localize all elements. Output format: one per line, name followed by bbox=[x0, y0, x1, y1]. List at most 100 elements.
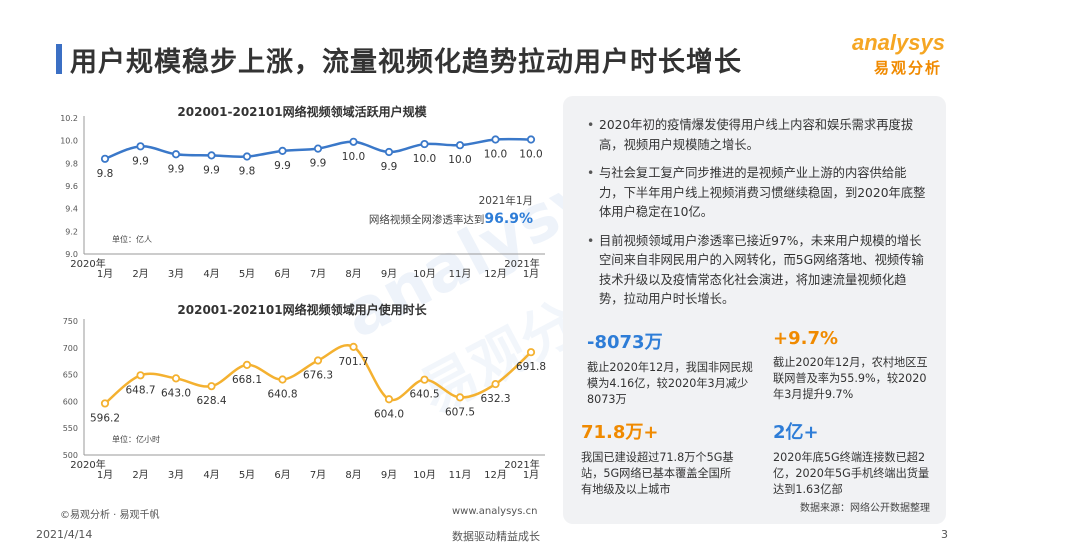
x-tick-label: 3月 bbox=[168, 268, 184, 280]
unit-label: 单位：亿人 bbox=[112, 234, 152, 244]
annotation-text: 网络视频全网渗透率达到96.9% bbox=[369, 211, 533, 227]
y-tick-label: 9.8 bbox=[65, 159, 78, 168]
x-year-end-label: 2021年 bbox=[504, 458, 539, 471]
data-label: 9.8 bbox=[97, 168, 114, 180]
data-label: 648.7 bbox=[125, 384, 155, 396]
data-point bbox=[171, 374, 181, 383]
x-tick-label: 2月 bbox=[132, 469, 148, 481]
annotation-prefix: 网络视频全网渗透率达到 bbox=[369, 213, 485, 226]
insight-item: 与社会复工复产同步推进的是视频产业上游的内容供给能力，下半年用户线上视频消费习惯… bbox=[587, 164, 927, 223]
x-tick-label: 11月 bbox=[449, 469, 472, 481]
footer-slogan: 数据驱动精益成长 bbox=[452, 530, 540, 543]
data-point bbox=[207, 382, 216, 391]
x-tick-label: 4月 bbox=[203, 469, 219, 481]
data-label: 9.8 bbox=[239, 166, 256, 178]
data-label: 668.1 bbox=[232, 374, 262, 386]
logo-wordmark: analysys bbox=[852, 30, 945, 55]
x-tick-label: 9月 bbox=[381, 469, 397, 481]
insights-panel: 2020年初的疫情爆发使得用户线上内容和娱乐需求再度拔高，视频用户规模随之增长。… bbox=[563, 96, 946, 524]
data-label: 9.9 bbox=[310, 158, 327, 170]
data-point bbox=[491, 379, 500, 389]
x-tick-label: 10月 bbox=[413, 469, 436, 481]
data-label: 604.0 bbox=[374, 408, 404, 420]
x-year-start-label: 2020年 bbox=[70, 257, 105, 270]
stat-5g-terminals: 2亿+ 2020年底5G终端连接数已超2亿，2020年5G手机终端出货量达到1.… bbox=[773, 418, 933, 498]
stat-value: +9.7% bbox=[773, 328, 839, 349]
insight-item: 2020年初的疫情爆发使得用户线上内容和娱乐需求再度拔高，视频用户规模随之增长。 bbox=[587, 116, 927, 155]
data-point bbox=[171, 150, 181, 159]
chart-title: 202001-202101网络视频领域活跃用户规模 bbox=[177, 104, 427, 119]
data-point bbox=[455, 141, 465, 150]
data-point bbox=[313, 356, 323, 365]
x-tick-label: 12月 bbox=[484, 469, 507, 481]
x-tick-label: 1月 bbox=[523, 469, 539, 481]
page-number: 3 bbox=[941, 528, 948, 541]
x-tick-label: 11月 bbox=[449, 268, 472, 280]
x-tick-label: 5月 bbox=[239, 268, 255, 280]
stat-rural-penetration: +9.7% 截止2020年12月，农村地区互联网普及率为55.9%，较2020年… bbox=[773, 328, 933, 403]
x-tick-label: 3月 bbox=[168, 469, 184, 481]
stat-value: 71.8万+ bbox=[581, 422, 659, 443]
x-tick-label: 8月 bbox=[345, 268, 361, 280]
data-point bbox=[349, 137, 358, 146]
logo-chinese-name: 易观分析 bbox=[874, 59, 943, 77]
data-point bbox=[242, 152, 252, 161]
data-label: 10.0 bbox=[519, 149, 542, 161]
x-tick-label: 7月 bbox=[310, 268, 326, 280]
analysys-logo: analysys 易观分析 bbox=[852, 30, 962, 80]
data-point bbox=[455, 393, 465, 402]
annotation-value: 96.9% bbox=[484, 211, 533, 227]
x-tick-label: 1月 bbox=[97, 268, 113, 280]
stat-value: -8073万 bbox=[587, 332, 663, 353]
y-tick-label: 9.2 bbox=[65, 227, 78, 236]
data-label: 9.9 bbox=[274, 160, 291, 172]
data-point bbox=[278, 146, 287, 155]
stat-desc: 截止2020年12月，农村地区互联网普及率为55.9%，较2020年3月提升9.… bbox=[773, 356, 928, 401]
data-point bbox=[207, 151, 216, 160]
chart-title: 202001-202101网络视频领域用户使用时长 bbox=[177, 302, 427, 317]
footer-url[interactable]: www.analysys.cn bbox=[452, 506, 538, 517]
insight-item: 目前视频领域用户渗透率已接近97%，未来用户规模的增长空间来自非网民用户的入网转… bbox=[587, 232, 927, 310]
x-tick-label: 4月 bbox=[203, 268, 219, 280]
data-label: 640.5 bbox=[409, 389, 439, 401]
x-tick-label: 1月 bbox=[97, 469, 113, 481]
x-tick-label: 1月 bbox=[523, 268, 539, 280]
data-label: 10.0 bbox=[413, 153, 436, 165]
data-point bbox=[100, 399, 110, 408]
data-point bbox=[136, 371, 145, 380]
data-label: 628.4 bbox=[196, 395, 226, 407]
y-tick-label: 10.0 bbox=[60, 137, 78, 146]
x-tick-label: 6月 bbox=[274, 268, 290, 280]
x-year-start-label: 2020年 bbox=[70, 458, 105, 471]
unit-label: 单位：亿小时 bbox=[112, 434, 160, 444]
data-point bbox=[136, 142, 145, 151]
data-label: 596.2 bbox=[90, 412, 120, 424]
data-point bbox=[100, 154, 110, 163]
y-tick-label: 9.4 bbox=[65, 205, 78, 214]
data-label: 10.0 bbox=[342, 151, 365, 163]
y-tick-label: 9.6 bbox=[65, 182, 78, 191]
data-source: 数据来源：网络公开数据整理 bbox=[800, 503, 930, 514]
data-label: 676.3 bbox=[303, 370, 333, 382]
charts-area: 202001-202101网络视频领域活跃用户规模 9.0 9.2 9.4 9.6 9.8… bbox=[60, 104, 546, 481]
y-tick-label: 600 bbox=[63, 397, 78, 406]
data-label: 691.8 bbox=[516, 361, 546, 373]
title-accent-bar bbox=[56, 44, 62, 74]
data-label: 9.9 bbox=[203, 164, 220, 176]
data-point bbox=[384, 147, 394, 157]
data-label: 9.9 bbox=[168, 163, 185, 175]
annotation-date: 2021年1月 bbox=[479, 194, 533, 207]
x-tick-label: 8月 bbox=[345, 469, 361, 481]
data-label: 607.5 bbox=[445, 406, 475, 418]
data-point bbox=[420, 139, 429, 149]
y-tick-label: 700 bbox=[63, 344, 78, 353]
stat-non-netizens: -8073万 截止2020年12月，我国非网民规模为4.16亿，较2020年3月… bbox=[587, 328, 762, 408]
y-tick-label: 550 bbox=[63, 424, 78, 433]
data-point bbox=[526, 135, 536, 144]
data-point bbox=[384, 395, 394, 404]
x-tick-label: 10月 bbox=[413, 268, 436, 280]
data-label: 640.8 bbox=[267, 389, 297, 401]
footer-date: 2021/4/14 bbox=[36, 528, 93, 541]
insight-list: 2020年初的疫情爆发使得用户线上内容和娱乐需求再度拔高，视频用户规模随之增长。… bbox=[587, 116, 927, 319]
data-point bbox=[242, 360, 252, 369]
